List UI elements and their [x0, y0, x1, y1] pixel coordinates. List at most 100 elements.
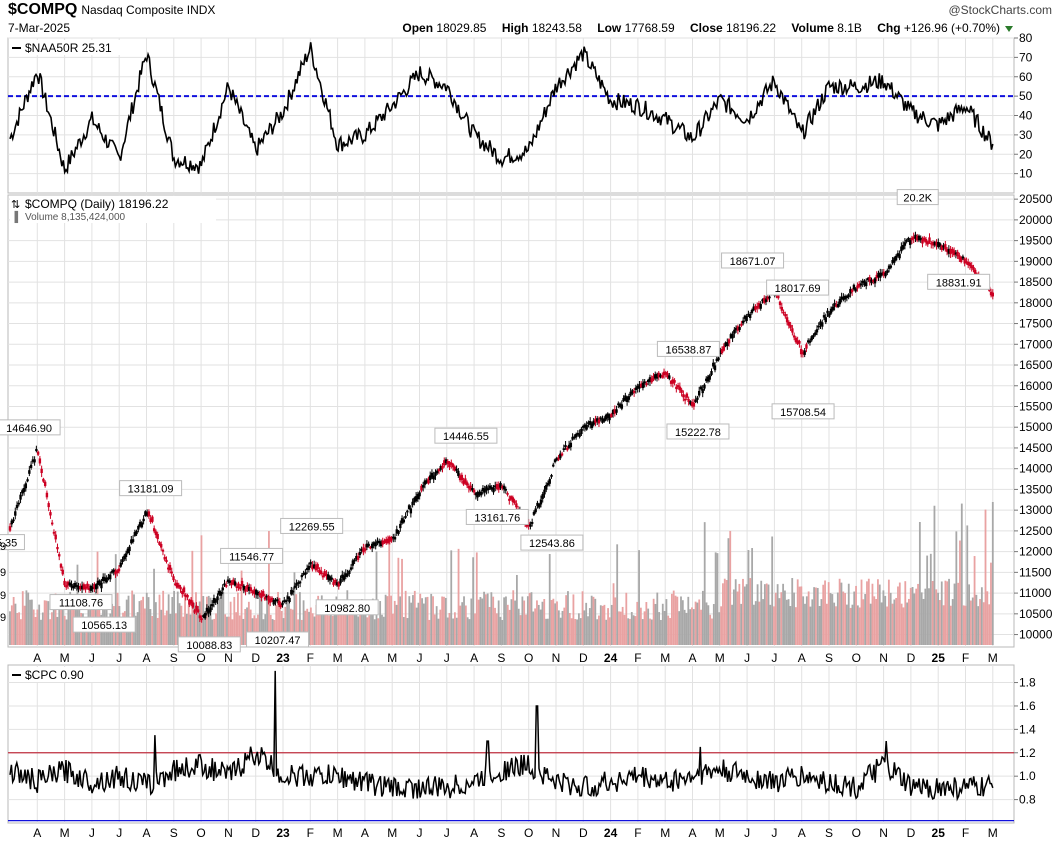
price-x-label: S [497, 651, 505, 665]
candle-legend-icon: ⇅ [11, 199, 20, 211]
volume-bar [607, 608, 609, 645]
candle-body [319, 570, 323, 575]
price-x-label: F [634, 651, 641, 665]
volume-bar [193, 602, 196, 645]
volume-bar [798, 586, 801, 645]
candle-body [866, 278, 870, 280]
volume-bar [658, 612, 661, 645]
price-tick-label: 13500 [1019, 482, 1053, 496]
volume-bar [785, 599, 788, 645]
volume-bar [729, 530, 732, 645]
candle-body [923, 237, 926, 241]
volume-bar [982, 602, 985, 645]
volume-bar [928, 588, 930, 645]
volume-bar [481, 598, 484, 645]
candle-body [31, 459, 35, 462]
candle-body [639, 383, 643, 388]
candle-body [351, 560, 355, 566]
candle-body [632, 390, 636, 393]
volume-bar [986, 591, 989, 645]
candle-body [910, 237, 914, 241]
volume-bar [191, 550, 194, 645]
cpc-panel: 0.8 1.0 1.2 1.4 1.6 1.8 $CPC 0.90 A M J J A S O N D 23 F M… [7, 664, 1036, 840]
volume-bar [134, 615, 137, 645]
candle-body [421, 485, 425, 488]
candle-body [342, 575, 346, 581]
candle-body [636, 386, 639, 389]
volume-bar [913, 593, 916, 645]
volume-bar [754, 601, 757, 645]
volume-bar [324, 605, 327, 645]
cpc-x-label: D [579, 826, 588, 840]
close-value: 18196.22 [726, 21, 777, 35]
volume-bar [649, 618, 651, 645]
volume-bar [164, 615, 166, 645]
candle-body [590, 423, 594, 429]
candle-body [82, 584, 86, 590]
volume-bar [939, 600, 941, 645]
candle-body [103, 577, 107, 582]
candle-body [109, 574, 112, 580]
volume-bar [244, 608, 247, 645]
candle-body [472, 489, 476, 493]
candle-body [151, 516, 154, 522]
candle-body [974, 269, 977, 275]
volume-bar [873, 596, 876, 645]
volume-bar [322, 609, 325, 645]
candle-body [448, 461, 451, 468]
candle-body [413, 497, 416, 503]
candle-body [367, 543, 370, 547]
candle-body [631, 390, 634, 394]
candle-body [321, 575, 325, 578]
volume-bar [552, 598, 555, 645]
volume-bar [515, 574, 518, 645]
candle-body [778, 301, 782, 306]
volume-bar [851, 604, 854, 645]
candle-body [733, 329, 736, 334]
chevron-down-icon[interactable] [1002, 22, 1016, 36]
volume-bar [377, 618, 380, 645]
candle-body [822, 315, 826, 318]
cpc-x-label: M [333, 826, 343, 840]
volume-bar [277, 592, 279, 645]
volume-bar [392, 613, 394, 645]
candle-body [481, 487, 485, 491]
candle-body [225, 584, 228, 587]
cpc-x-label: A [688, 826, 696, 840]
candle-body [253, 589, 256, 595]
volume-bar [581, 591, 584, 645]
candle-body [799, 348, 803, 355]
volume-bar [951, 599, 954, 645]
volume-bar [678, 611, 681, 645]
candle-body [152, 528, 156, 532]
candle-body [254, 589, 258, 595]
candle-body [158, 542, 161, 545]
candle-body [884, 272, 887, 277]
volume-bar [765, 583, 768, 645]
candle-body [886, 270, 889, 273]
candle-body [416, 493, 420, 500]
candle-body [553, 459, 557, 463]
candle-body [840, 296, 843, 300]
candle-body [757, 302, 761, 308]
volume-label: Volume [791, 21, 834, 35]
candle-body [246, 584, 249, 590]
price-x-label: D [251, 651, 260, 665]
candle-body [58, 554, 61, 557]
price-tick-label: 17000 [1019, 337, 1053, 351]
candle-body [281, 602, 284, 606]
volume-bar [293, 572, 296, 645]
candle-body [94, 584, 98, 590]
candle-body [291, 590, 295, 593]
volume-bar [156, 617, 159, 645]
candle-body [77, 585, 80, 590]
candle-body [300, 575, 304, 578]
volume-bar [138, 601, 141, 645]
volume-bar [490, 592, 493, 645]
volume-bar [940, 581, 943, 645]
candle-body [847, 294, 850, 298]
price-x-label: 23 [276, 651, 290, 665]
volume-bar [616, 544, 619, 645]
candle-body [436, 470, 439, 474]
candle-body [212, 597, 216, 604]
